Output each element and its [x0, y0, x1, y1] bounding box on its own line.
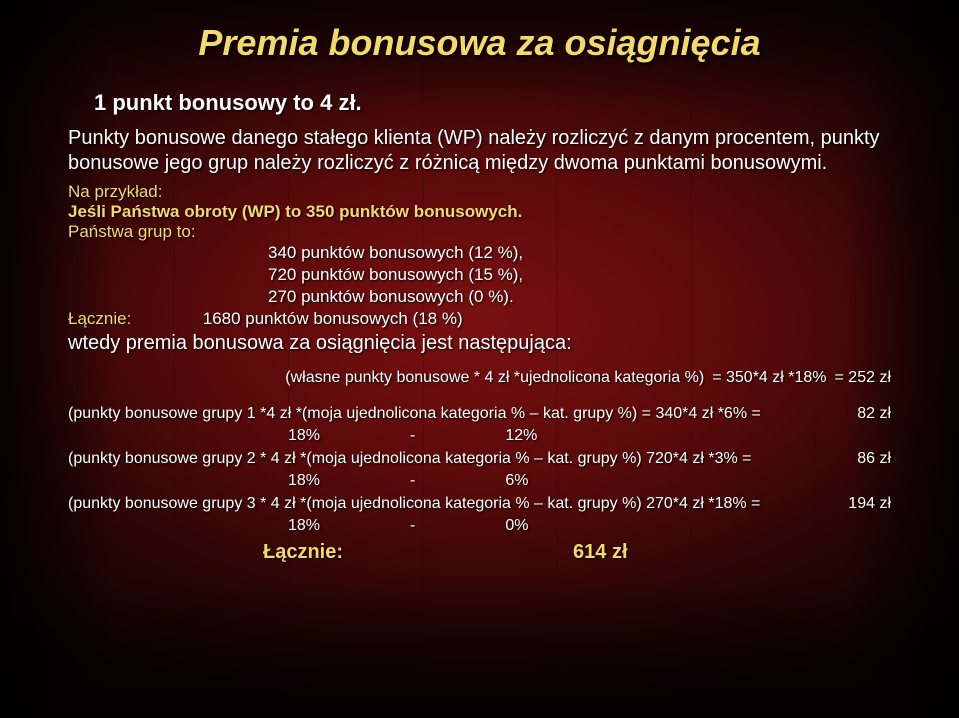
group-item-1: 340 punktów bonusowych (12 %), [268, 242, 891, 264]
calc-g3-pct-a: 18% [288, 515, 320, 537]
intro-paragraph: Punkty bonusowe danego stałego klienta (… [68, 126, 891, 176]
calc-group-3-rhs: 194 zł [842, 493, 891, 515]
calc-g1-dash: - [410, 425, 415, 447]
calc-group-1-lhs: (punkty bonusowe grupy 1 *4 zł *(moja uj… [68, 403, 851, 425]
final-total-label: Łącznie: [263, 541, 343, 564]
calc-group-1-rhs: 82 zł [851, 403, 891, 425]
example-total-row: Łącznie: 1680 punktów bonusowych (18 %) [68, 308, 891, 330]
example-own-line: Jeśli Państwa obroty (WP) to 350 punktów… [68, 202, 891, 222]
calc-g3-pct-b: 0% [505, 515, 528, 537]
slide-title: Premia bonusowa za osiągnięcia [68, 22, 891, 64]
calc-group-row-1: (punkty bonusowe grupy 1 *4 zł *(moja uj… [68, 403, 891, 425]
calc-own-lhs: (własne punkty bonusowe * 4 zł *ujednoli… [285, 367, 704, 389]
calc-group-row-2: (punkty bonusowe grupy 2 * 4 zł *(moja u… [68, 448, 891, 470]
example-total-value: 1680 punktów bonusowych (18 %) [203, 309, 463, 328]
calc-g1-pct-b: 12% [505, 425, 537, 447]
calc-block: (własne punkty bonusowe * 4 zł *ujednoli… [68, 367, 891, 536]
example-label: Na przykład: [68, 182, 891, 202]
calc-g2-pct-a: 18% [288, 470, 320, 492]
result-line: wtedy premia bonusowa za osiągnięcia jes… [68, 332, 891, 355]
calc-g1-pct-a: 18% [288, 425, 320, 447]
group-label: Państwa grup to: [68, 222, 891, 242]
group-item-3: 270 punktów bonusowych (0 %). [268, 286, 891, 308]
calc-group-3-pct: 18% - 0% [288, 515, 891, 537]
calc-group-row-3: (punkty bonusowe grupy 3 * 4 zł *(moja u… [68, 493, 891, 515]
final-total-row: Łącznie: 614 zł [68, 541, 891, 564]
calc-group-2-lhs: (punkty bonusowe grupy 2 * 4 zł *(moja u… [68, 448, 851, 470]
calc-g3-dash: - [410, 515, 415, 537]
rate-subtitle: 1 punkt bonusowy to 4 zł. [94, 90, 891, 116]
calc-group-1-pct: 18% - 12% [288, 425, 891, 447]
example-total-label: Łącznie: [68, 308, 198, 330]
final-total-value: 614 zł [573, 541, 627, 564]
slide-content: Premia bonusowa za osiągnięcia 1 punkt b… [0, 0, 959, 718]
calc-group-3-lhs: (punkty bonusowe grupy 3 * 4 zł *(moja u… [68, 493, 842, 515]
calc-group-2-pct: 18% - 6% [288, 470, 891, 492]
calc-group-2-rhs: 86 zł [851, 448, 891, 470]
calc-own-row: (własne punkty bonusowe * 4 zł *ujednoli… [68, 367, 891, 389]
calc-own-rhs: = 252 zł [835, 367, 891, 389]
calc-g2-pct-b: 6% [505, 470, 528, 492]
calc-g2-dash: - [410, 470, 415, 492]
calc-own-mid: = 350*4 zł *18% [712, 367, 826, 389]
group-item-2: 720 punktów bonusowych (15 %), [268, 264, 891, 286]
